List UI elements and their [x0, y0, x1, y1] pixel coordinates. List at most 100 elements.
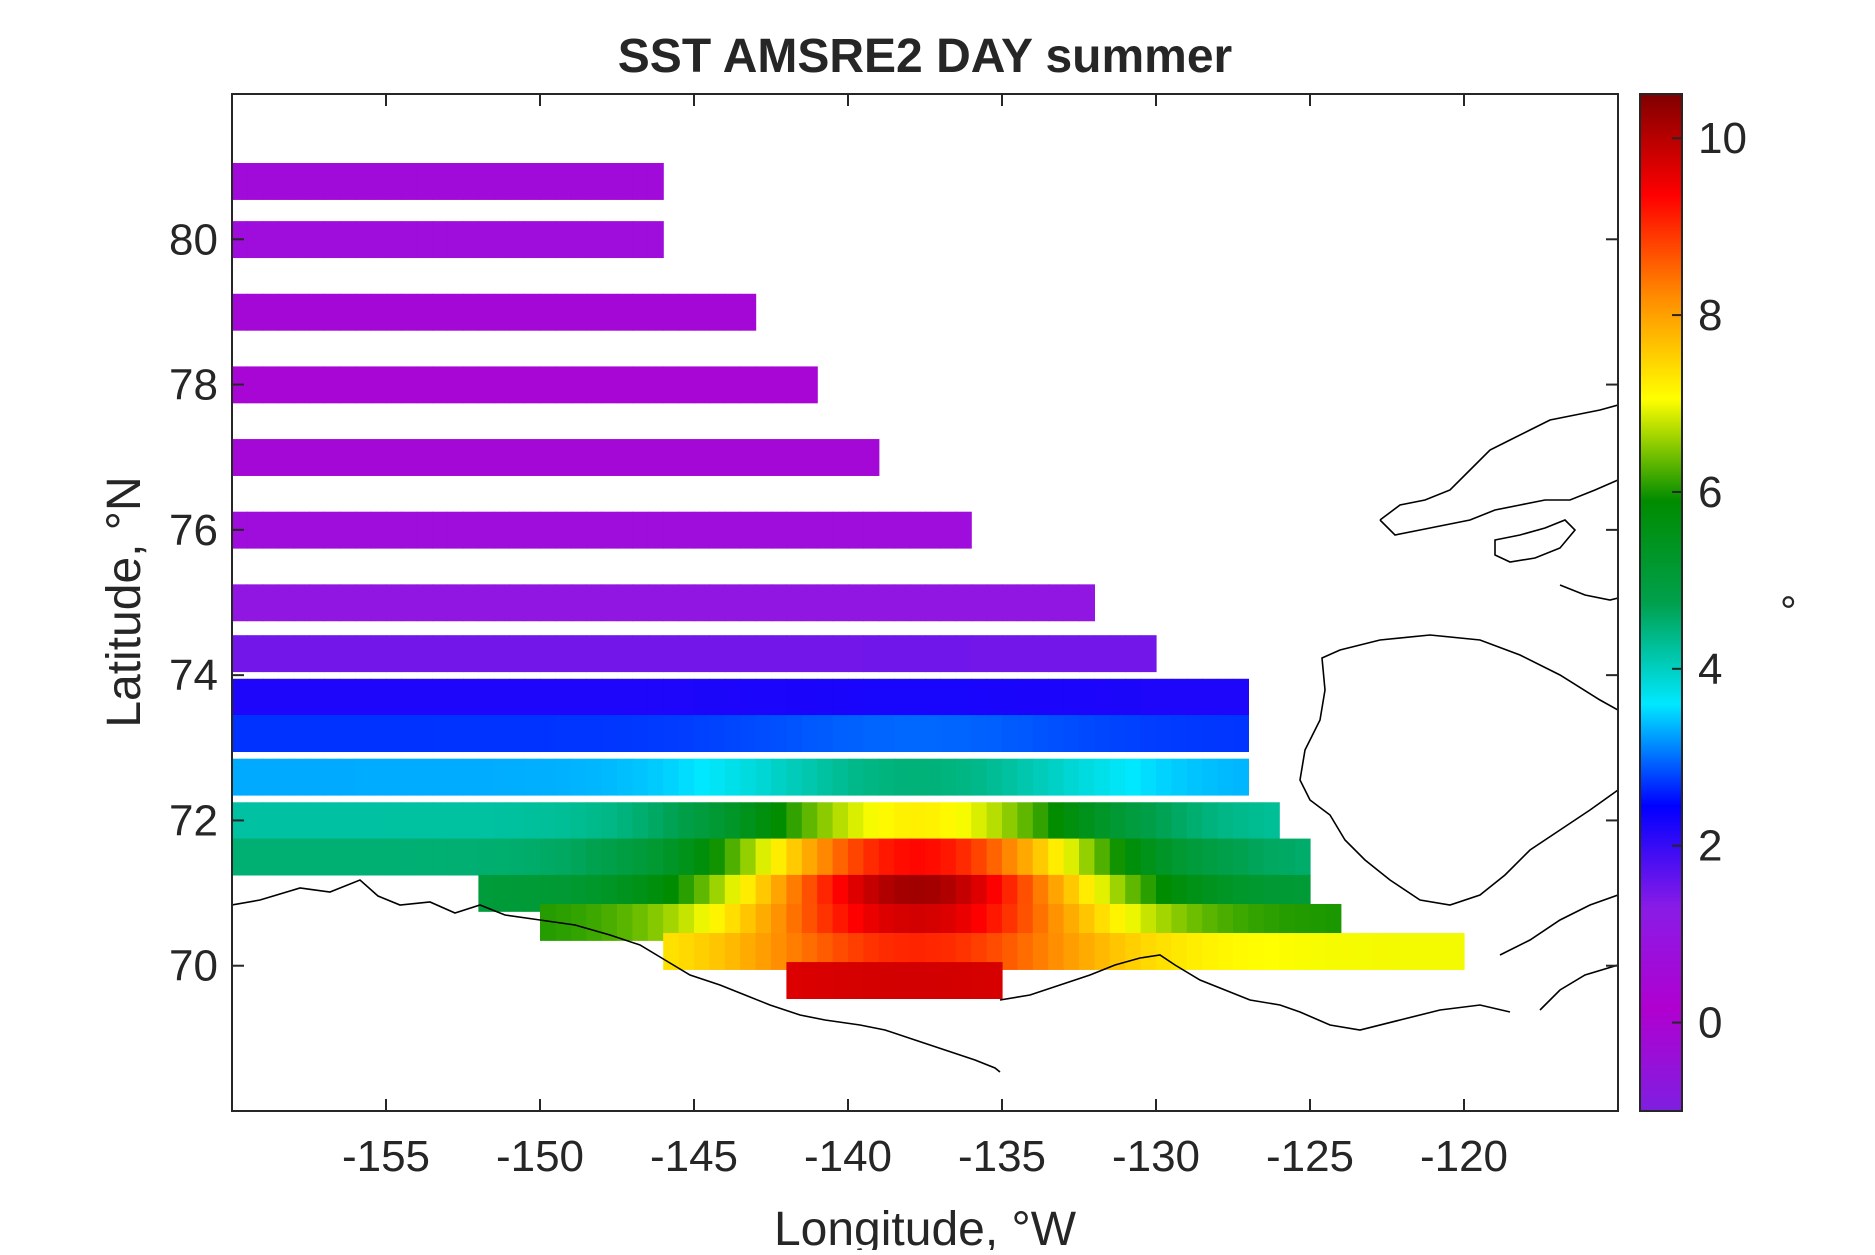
heatmap-cell — [447, 293, 464, 331]
heatmap-cell — [832, 715, 849, 753]
heatmap-cell — [247, 635, 264, 673]
heatmap-cell — [555, 221, 572, 259]
heatmap-cell — [1202, 758, 1219, 796]
heatmap-cell — [1248, 802, 1265, 840]
heatmap-cell — [586, 802, 603, 840]
heatmap-cell — [878, 874, 895, 912]
heatmap-cell — [647, 678, 664, 716]
heatmap-cell — [925, 903, 941, 941]
heatmap-cell — [355, 802, 372, 840]
heatmap-cell — [1002, 758, 1018, 796]
heatmap-cell — [463, 366, 479, 404]
x-tick-label: -130 — [1112, 1132, 1200, 1181]
heatmap-cell — [324, 221, 341, 259]
heatmap-cell — [740, 366, 757, 404]
heatmap-cell — [755, 903, 772, 941]
heatmap-cell — [755, 715, 772, 753]
heatmap-cell — [771, 678, 787, 716]
heatmap-cell — [647, 838, 664, 876]
heatmap-cell — [493, 221, 510, 259]
heatmap-cell — [540, 903, 556, 941]
heatmap-cell — [986, 838, 1003, 876]
heatmap-cell — [370, 511, 387, 549]
heatmap-cell — [1002, 635, 1018, 673]
heatmap-cell — [247, 584, 264, 622]
heatmap-cell — [863, 838, 880, 876]
heatmap-cell — [909, 962, 926, 1000]
heatmap-cell — [509, 439, 526, 476]
heatmap-cell — [339, 635, 356, 673]
heatmap-cell — [355, 635, 372, 673]
heatmap-cell — [709, 584, 726, 622]
heatmap-cell — [493, 635, 510, 673]
heatmap-cell — [1186, 678, 1203, 716]
heatmap-cell — [586, 838, 603, 876]
heatmap-cell — [801, 802, 818, 840]
heatmap-cell — [1079, 635, 1095, 673]
heatmap-cell — [570, 635, 587, 673]
heatmap-cell — [447, 221, 464, 259]
colorbar-tick-label: 0 — [1698, 999, 1722, 1048]
heatmap-cell — [863, 678, 880, 716]
heatmap-cell — [724, 584, 741, 622]
heatmap-cell — [740, 584, 757, 622]
heatmap-cell — [262, 715, 279, 753]
heatmap-cell — [617, 802, 633, 840]
heatmap-cell — [817, 439, 834, 476]
heatmap-cell — [1032, 802, 1049, 840]
heatmap-cell — [848, 439, 864, 476]
heatmap-cell — [278, 838, 295, 876]
heatmap-cell — [1125, 758, 1142, 796]
heatmap-cell — [1063, 584, 1080, 622]
heatmap-cell — [909, 933, 926, 970]
heatmap-cell — [663, 802, 680, 840]
heatmap-cell — [986, 874, 1003, 912]
heatmap-cell — [1186, 903, 1203, 941]
heatmap-cell — [416, 802, 433, 840]
heatmap-cell — [863, 635, 880, 673]
heatmap-cell — [709, 715, 726, 753]
heatmap-cell — [463, 635, 479, 673]
heatmap-cell — [1310, 933, 1326, 970]
heatmap-cell — [694, 678, 710, 716]
heatmap-cell — [817, 715, 834, 753]
heatmap-cell — [478, 635, 495, 673]
heatmap-cell — [586, 874, 603, 912]
heatmap-cell — [493, 838, 510, 876]
heatmap-cell — [478, 874, 495, 912]
heatmap-cell — [370, 439, 387, 476]
heatmap-cell — [370, 293, 387, 331]
heatmap-cell — [955, 874, 972, 912]
heatmap-cell — [463, 584, 479, 622]
heatmap-cell — [1186, 802, 1203, 840]
heatmap-cell — [801, 933, 818, 970]
heatmap-cell — [1402, 933, 1419, 970]
heatmap-cell — [586, 903, 603, 941]
heatmap-cell — [601, 163, 618, 200]
heatmap-cell — [493, 366, 510, 404]
heatmap-cell — [586, 366, 603, 404]
heatmap-cell — [863, 511, 880, 549]
heatmap-cell — [1202, 715, 1219, 753]
heatmap-cell — [1079, 933, 1095, 970]
heatmap-cell — [863, 874, 880, 912]
heatmap-cell — [1048, 635, 1065, 673]
heatmap-cell — [509, 678, 526, 716]
heatmap-cell — [678, 758, 695, 796]
heatmap-cell — [771, 933, 787, 970]
heatmap-cell — [694, 758, 710, 796]
heatmap-cell — [709, 933, 726, 970]
heatmap-cell — [786, 715, 803, 753]
heatmap-cell — [509, 511, 526, 549]
heatmap-cell — [940, 715, 957, 753]
heatmap-cell — [617, 715, 633, 753]
heatmap-cell — [416, 635, 433, 673]
heatmap-cell — [801, 366, 818, 404]
heatmap-cell — [955, 962, 972, 1000]
heatmap-cell — [524, 715, 541, 753]
heatmap-cell — [355, 439, 372, 476]
heatmap-cell — [1125, 874, 1142, 912]
heatmap-cell — [878, 903, 895, 941]
heatmap-cell — [416, 293, 433, 331]
heatmap-cell — [386, 635, 402, 673]
